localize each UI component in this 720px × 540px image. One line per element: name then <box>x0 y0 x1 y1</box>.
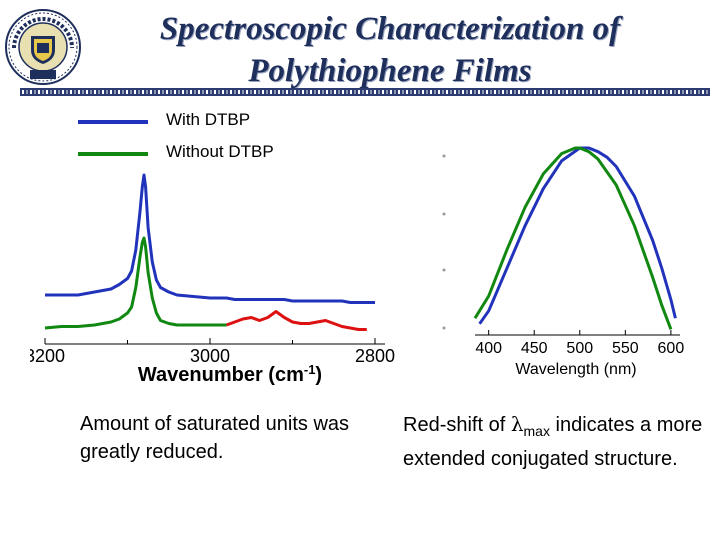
lambda-subscript: max <box>523 423 550 439</box>
caption-right: Red-shift of λmax indicates a more exten… <box>403 410 703 473</box>
ir-series-line-1 <box>45 173 375 304</box>
university-seal-logo <box>5 9 81 85</box>
legend-label-without-dtbp: Without DTBP <box>166 142 274 161</box>
uv-x-tick-label: 400 <box>475 340 502 357</box>
title-line-2: Polythiophene Films <box>248 53 532 89</box>
uv-x-axis-label: Wavelength (nm) <box>515 361 636 378</box>
slide-title: Spectroscopic Characterization of Polyth… <box>100 8 680 92</box>
ir-x-tick-label: 3000 <box>190 346 230 366</box>
legend-label-with-dtbp: With DTBP <box>166 110 251 129</box>
uv-series-line-1 <box>478 146 677 325</box>
legend-swatch-without-dtbp <box>78 152 148 156</box>
ir-x-axis-label: Wavenumber (cm-1) <box>138 362 322 387</box>
uv-y-tick-mark <box>442 268 446 272</box>
legend-item-without-dtbp: Without DTBP <box>78 142 378 168</box>
title-divider <box>20 88 710 96</box>
lambda-symbol: λ <box>510 412 524 436</box>
uv-y-tick-mark <box>442 326 446 330</box>
ir-series-line-2 <box>44 236 227 330</box>
uv-series-line-2 <box>473 146 673 330</box>
uv-x-tick-label: 550 <box>612 340 639 357</box>
uv-y-tick-mark <box>442 154 446 158</box>
ir-spectrum-chart: 3200 3000 2800 Wavenumber (cm-1) <box>30 173 395 387</box>
ir-series-line-3 <box>225 310 367 331</box>
ir-x-tick-label: 2800 <box>355 346 395 366</box>
legend-item-with-dtbp: With DTBP <box>78 110 378 136</box>
ir-x-tick-label: 3200 <box>30 346 65 366</box>
uv-x-tick-label: 600 <box>658 340 685 357</box>
caption-left: Amount of saturated units was greatly re… <box>80 413 350 463</box>
uv-x-tick-label: 500 <box>566 340 593 357</box>
uv-y-tick-mark <box>442 212 446 216</box>
legend-swatch-with-dtbp <box>78 120 148 124</box>
caption-right-prefix: Red-shift of <box>403 414 511 436</box>
caption-right-suffix: indicates a more extended conjugated str… <box>403 414 703 470</box>
uv-x-tick-label: 450 <box>521 340 548 357</box>
title-line-1: Spectroscopic Characterization of <box>159 11 621 47</box>
uv-vis-spectrum-chart: 400 450 500 550 600 Wavelength (nm) <box>442 146 685 378</box>
